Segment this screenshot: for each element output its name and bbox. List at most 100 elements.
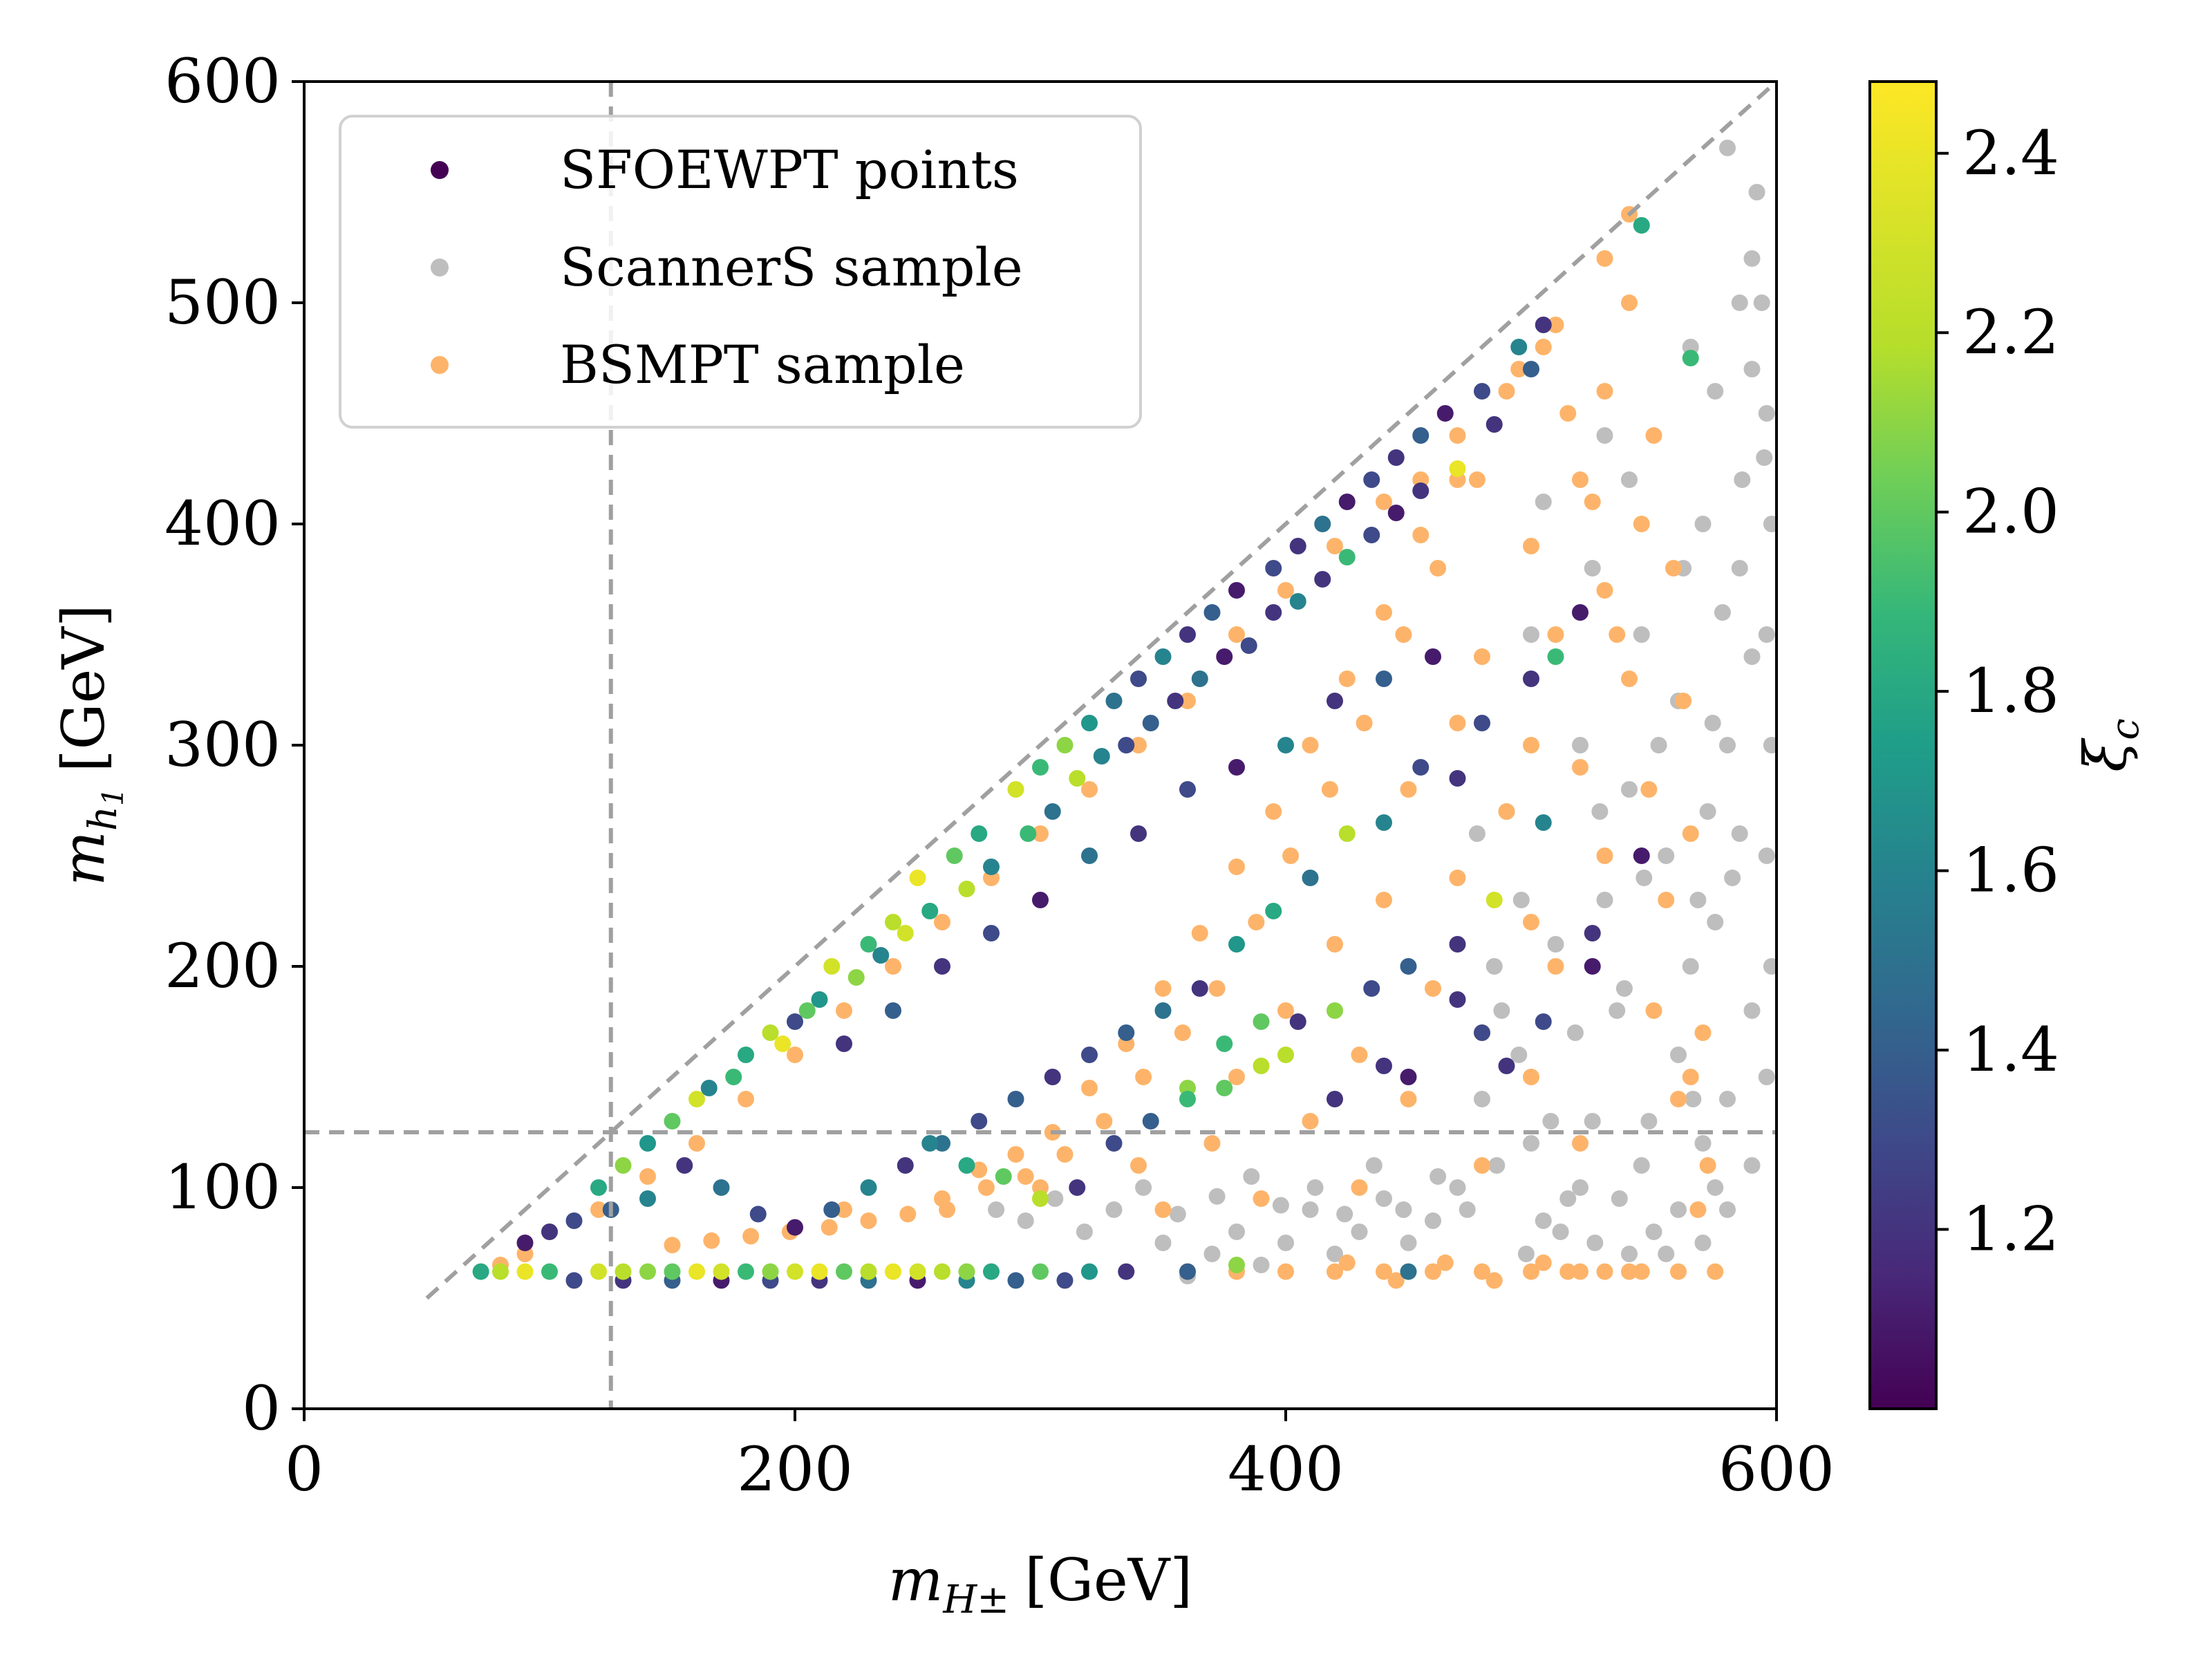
sfoewpt-point bbox=[983, 1263, 1000, 1280]
bsmpt-point bbox=[1633, 1263, 1650, 1280]
scanners-point bbox=[1572, 737, 1588, 753]
sfoewpt-point bbox=[860, 1263, 877, 1280]
sfoewpt-point bbox=[1118, 1263, 1135, 1280]
scanners-point bbox=[1272, 1197, 1289, 1214]
scanners-point bbox=[1694, 1235, 1712, 1251]
bsmpt-point bbox=[1376, 1263, 1392, 1280]
sfoewpt-point bbox=[1485, 416, 1503, 433]
sfoewpt-point bbox=[1425, 648, 1441, 665]
scanners-point bbox=[1670, 1201, 1687, 1218]
legend-marker-sfoewpt bbox=[431, 161, 449, 179]
sfoewpt-point bbox=[1154, 648, 1172, 665]
bsmpt-point bbox=[1547, 317, 1564, 333]
scanners-point bbox=[1731, 560, 1748, 577]
sfoewpt-point bbox=[639, 1135, 656, 1152]
sfoewpt-point bbox=[1314, 516, 1331, 532]
scanners-point bbox=[1485, 958, 1503, 975]
sfoewpt-point bbox=[1265, 903, 1282, 919]
colorbar-tick-label: 1.8 bbox=[1962, 655, 2059, 727]
sfoewpt-point bbox=[1142, 715, 1159, 731]
bsmpt-point bbox=[1707, 1263, 1724, 1280]
bsmpt-point bbox=[1699, 1157, 1716, 1174]
scanners-point bbox=[1731, 294, 1748, 311]
bsmpt-point bbox=[1277, 582, 1294, 599]
sfoewpt-point bbox=[1069, 770, 1086, 787]
scanners-point bbox=[1724, 870, 1741, 886]
scanners-point bbox=[1635, 870, 1653, 886]
bsmpt-point bbox=[1523, 737, 1539, 753]
bsmpt-point bbox=[1523, 914, 1539, 930]
sfoewpt-point bbox=[1020, 825, 1037, 842]
sfoewpt-point bbox=[847, 969, 865, 986]
bsmpt-point bbox=[1376, 892, 1392, 908]
bsmpt-point bbox=[1174, 1024, 1191, 1041]
sfoewpt-point bbox=[615, 1263, 632, 1280]
sfoewpt-point bbox=[1228, 582, 1245, 599]
sfoewpt-point bbox=[1253, 1058, 1270, 1074]
bsmpt-point bbox=[1351, 1047, 1368, 1063]
bsmpt-point bbox=[1645, 427, 1662, 444]
bsmpt-point bbox=[1609, 626, 1626, 643]
x-tick-label: 600 bbox=[1718, 1434, 1835, 1505]
sfoewpt-point bbox=[1130, 671, 1147, 687]
sfoewpt-point bbox=[909, 870, 926, 886]
sfoewpt-point bbox=[1179, 1263, 1196, 1280]
bsmpt-point bbox=[1474, 1263, 1490, 1280]
scanners-point bbox=[1584, 560, 1601, 577]
scanners-point bbox=[1621, 1246, 1638, 1262]
scanners-point bbox=[1559, 1190, 1577, 1207]
sfoewpt-point bbox=[1130, 825, 1147, 842]
bsmpt-point bbox=[1436, 1254, 1454, 1271]
sfoewpt-point bbox=[1338, 549, 1356, 565]
scanners-point bbox=[1758, 1069, 1775, 1085]
bsmpt-point bbox=[1081, 1080, 1098, 1096]
scanners-point bbox=[1731, 825, 1748, 842]
y-tick-label: 300 bbox=[165, 709, 281, 780]
bsmpt-point bbox=[742, 1228, 760, 1245]
y-axis-ticks: 0 100 200 300 400 500 600 bbox=[165, 46, 304, 1444]
scanners-point bbox=[1694, 1135, 1712, 1152]
sfoewpt-point bbox=[749, 1206, 767, 1223]
bsmpt-point bbox=[939, 1201, 956, 1218]
sfoewpt-point bbox=[1523, 671, 1539, 687]
scanners-point bbox=[1584, 1113, 1601, 1130]
bsmpt-point bbox=[1449, 427, 1466, 444]
legend-marker-scanners bbox=[431, 259, 449, 276]
sfoewpt-point bbox=[1216, 648, 1233, 665]
bsmpt-point bbox=[1596, 582, 1613, 599]
bsmpt-point bbox=[787, 1047, 803, 1063]
bsmpt-point bbox=[1694, 1024, 1712, 1041]
bsmpt-point bbox=[1400, 1091, 1417, 1107]
sfoewpt-point bbox=[762, 1024, 779, 1041]
bsmpt-point bbox=[1130, 1157, 1147, 1174]
sfoewpt-point bbox=[1327, 693, 1343, 709]
bsmpt-point bbox=[1547, 958, 1564, 975]
sfoewpt-point bbox=[1485, 892, 1503, 908]
sfoewpt-point bbox=[1376, 814, 1392, 831]
legend: SFOEWPT points ScannerS sample BSMPT sam… bbox=[339, 115, 1142, 429]
sfoewpt-point bbox=[688, 1091, 705, 1107]
sfoewpt-point bbox=[1498, 1058, 1515, 1074]
bsmpt-point bbox=[1130, 737, 1147, 753]
y-tick-label: 200 bbox=[165, 930, 281, 1002]
y-tick-label: 600 bbox=[165, 46, 281, 117]
sfoewpt-point bbox=[1338, 494, 1356, 510]
sfoewpt-point bbox=[787, 1263, 803, 1280]
sfoewpt-point bbox=[946, 847, 963, 864]
scanners-point bbox=[1633, 1157, 1650, 1174]
scanners-point bbox=[1650, 737, 1667, 753]
sfoewpt-point bbox=[1412, 759, 1430, 776]
bsmpt-point bbox=[1191, 925, 1208, 941]
scanners-point bbox=[1758, 626, 1775, 643]
bsmpt-point bbox=[1228, 859, 1245, 875]
scanners-point bbox=[1306, 1179, 1324, 1196]
sfoewpt-point bbox=[1253, 1013, 1270, 1030]
reference-lines-overlay bbox=[304, 82, 1777, 1409]
scanners-point bbox=[1658, 1246, 1675, 1262]
sfoewpt-point bbox=[1572, 604, 1588, 621]
bsmpt-point bbox=[1596, 250, 1613, 267]
legend-box bbox=[339, 115, 1142, 429]
scanners-point bbox=[1743, 648, 1761, 665]
bsmpt-point bbox=[934, 914, 950, 930]
sfoewpt-point bbox=[725, 1069, 742, 1085]
